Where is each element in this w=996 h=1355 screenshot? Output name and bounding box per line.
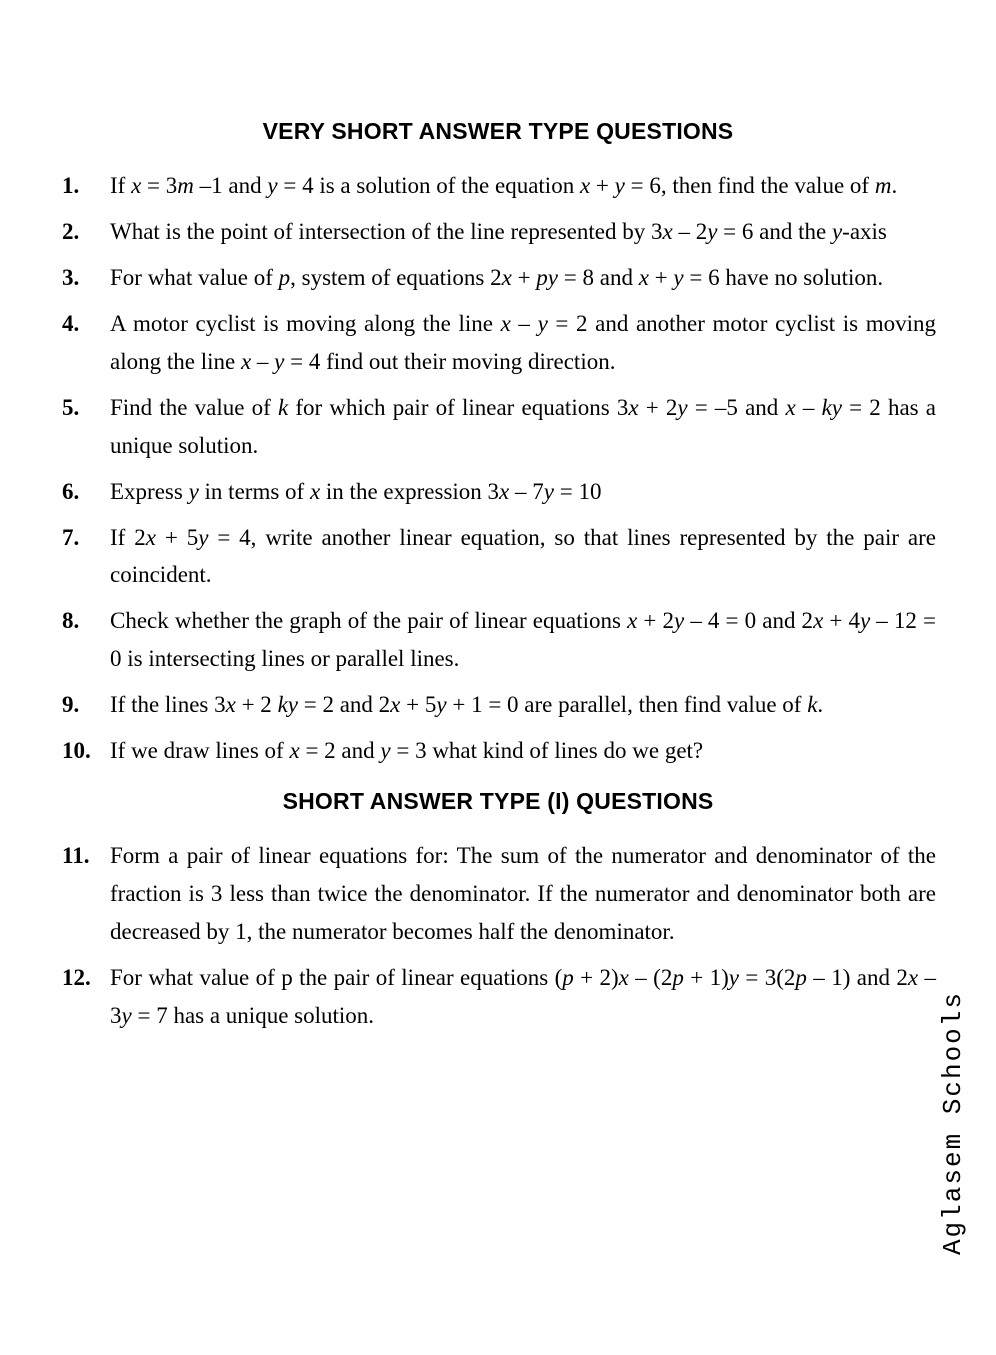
question-item: 1. If x = 3m –1 and y = 4 is a solution … xyxy=(60,167,936,205)
question-item: 6. Express y in terms of x in the expres… xyxy=(60,473,936,511)
question-list-very-short: 1. If x = 3m –1 and y = 4 is a solution … xyxy=(60,167,936,770)
question-item: 3. For what value of p, system of equati… xyxy=(60,259,936,297)
question-text: Form a pair of linear equations for: The… xyxy=(110,837,936,951)
question-list-short-i: 11. Form a pair of linear equations for:… xyxy=(60,837,936,1035)
question-number: 5. xyxy=(60,389,110,427)
question-number: 6. xyxy=(60,473,110,511)
question-text: A motor cyclist is moving along the line… xyxy=(110,305,936,381)
question-text: For what value of p, system of equations… xyxy=(110,259,936,297)
question-text: What is the point of intersection of the… xyxy=(110,213,936,251)
question-text: If we draw lines of x = 2 and y = 3 what… xyxy=(110,732,936,770)
question-item: 7. If 2x + 5y = 4, write another linear … xyxy=(60,519,936,595)
question-item: 10. If we draw lines of x = 2 and y = 3 … xyxy=(60,732,936,770)
question-item: 4. A motor cyclist is moving along the l… xyxy=(60,305,936,381)
page: VERY SHORT ANSWER TYPE QUESTIONS 1. If x… xyxy=(0,0,996,1355)
question-number: 10. xyxy=(60,732,110,770)
question-number: 8. xyxy=(60,602,110,640)
question-number: 4. xyxy=(60,305,110,343)
question-text: If x = 3m –1 and y = 4 is a solution of … xyxy=(110,167,936,205)
question-text: If 2x + 5y = 4, write another linear equ… xyxy=(110,519,936,595)
section-heading-very-short: VERY SHORT ANSWER TYPE QUESTIONS xyxy=(60,118,936,145)
question-item: 12. For what value of p the pair of line… xyxy=(60,959,936,1035)
question-item: 2. What is the point of intersection of … xyxy=(60,213,936,251)
question-number: 2. xyxy=(60,213,110,251)
question-text: For what value of p the pair of linear e… xyxy=(110,959,936,1035)
question-text: Express y in terms of x in the expressio… xyxy=(110,473,936,511)
question-number: 1. xyxy=(60,167,110,205)
question-number: 11. xyxy=(60,837,110,875)
question-number: 7. xyxy=(60,519,110,557)
watermark-text: Aglasem Schools xyxy=(938,991,968,1255)
question-text: If the lines 3x + 2 ky = 2 and 2x + 5y +… xyxy=(110,686,936,724)
question-item: 11. Form a pair of linear equations for:… xyxy=(60,837,936,951)
question-number: 12. xyxy=(60,959,110,997)
question-item: 8. Check whether the graph of the pair o… xyxy=(60,602,936,678)
question-item: 5. Find the value of k for which pair of… xyxy=(60,389,936,465)
question-number: 9. xyxy=(60,686,110,724)
question-text: Find the value of k for which pair of li… xyxy=(110,389,936,465)
section-heading-short-i: SHORT ANSWER TYPE (I) QUESTIONS xyxy=(60,788,936,815)
question-text: Check whether the graph of the pair of l… xyxy=(110,602,936,678)
question-item: 9. If the lines 3x + 2 ky = 2 and 2x + 5… xyxy=(60,686,936,724)
question-number: 3. xyxy=(60,259,110,297)
